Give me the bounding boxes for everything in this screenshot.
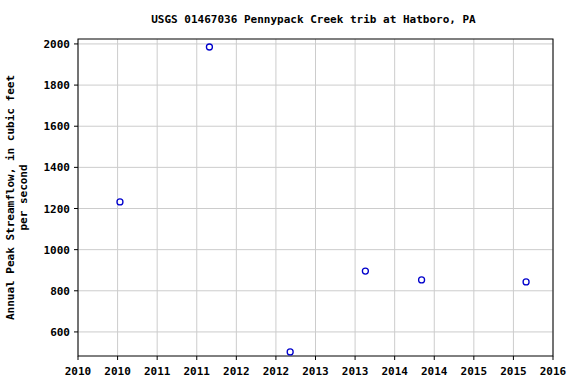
x-tick-label: 2012	[223, 365, 250, 378]
y-tick-label: 1200	[44, 203, 71, 216]
y-tick-label: 1800	[44, 79, 71, 92]
x-grid-line	[275, 39, 276, 356]
point	[419, 277, 425, 283]
x-tick-label: 2015	[500, 365, 527, 378]
x-tick	[236, 356, 237, 360]
y-tick	[74, 208, 78, 209]
x-tick-label: 2015	[461, 365, 488, 378]
x-grid-line	[434, 39, 435, 356]
x-tick-label: 2011	[144, 365, 171, 378]
x-tick	[513, 356, 514, 360]
x-grid-line	[157, 39, 158, 356]
point	[117, 199, 123, 205]
y-tick	[74, 43, 78, 44]
grid	[78, 39, 553, 356]
x-grid-line	[315, 39, 316, 356]
y-tick	[74, 126, 78, 127]
point	[206, 44, 212, 50]
x-grid-line	[196, 39, 197, 356]
point	[362, 268, 368, 274]
x-tick-label: 2014	[421, 365, 448, 378]
x-grid-line	[236, 39, 237, 356]
points	[117, 44, 529, 355]
y-axis-label: per second	[17, 164, 30, 230]
x-tick	[275, 356, 276, 360]
x-tick	[78, 356, 79, 360]
x-tick	[394, 356, 395, 360]
x-tick	[553, 356, 554, 360]
x-grid-line	[513, 39, 514, 356]
x-tick-label: 2012	[263, 365, 290, 378]
y-tick-label: 2000	[44, 38, 71, 51]
plot-frame	[78, 39, 553, 356]
y-tick-label: 1400	[44, 161, 71, 174]
background	[0, 0, 576, 384]
x-tick-label: 2010	[104, 365, 131, 378]
y-tick-label: 600	[50, 326, 70, 339]
x-tick-label: 2013	[302, 365, 329, 378]
x-tick	[196, 356, 197, 360]
x-tick-label: 2014	[381, 365, 408, 378]
x-tick	[315, 356, 316, 360]
x-grid-line	[394, 39, 395, 356]
y-tick-label: 1000	[44, 244, 71, 257]
x-tick	[157, 356, 158, 360]
x-grid-line	[117, 39, 118, 356]
y-tick	[74, 167, 78, 168]
x-tick-label: 2013	[342, 365, 369, 378]
y-tick-label: 1600	[44, 120, 71, 133]
point	[523, 279, 529, 285]
chart: 600 800 1000 1200 1400 1600 1800 2000 2010 2010 20…	[0, 0, 576, 384]
y-tick	[74, 331, 78, 332]
y-tick-label: 800	[50, 285, 70, 298]
y-tick	[74, 85, 78, 86]
x-tick-label: 2010	[65, 365, 92, 378]
x-tick-label: 2011	[184, 365, 211, 378]
x-tick	[355, 356, 356, 360]
point	[287, 349, 293, 355]
y-tick	[74, 249, 78, 250]
y-tick	[74, 290, 78, 291]
x-tick-label: 2016	[540, 365, 567, 378]
x-grid-line	[473, 39, 474, 356]
x-tick	[117, 356, 118, 360]
title: USGS 01467036 Pennypack Creek trib at Ha…	[151, 13, 476, 26]
x-tick	[473, 356, 474, 360]
x-grid-line	[355, 39, 356, 356]
y-axis-label: Annual Peak Streamflow, in cubic feet	[4, 75, 17, 320]
x-tick	[434, 356, 435, 360]
